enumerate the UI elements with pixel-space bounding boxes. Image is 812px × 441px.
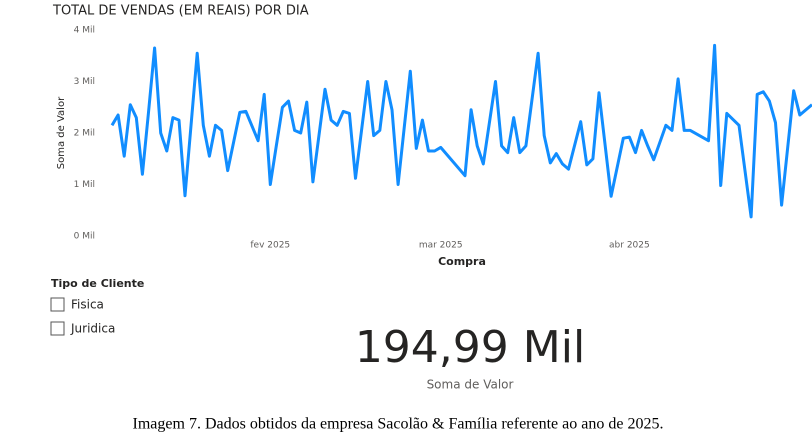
checkbox[interactable] xyxy=(50,297,65,312)
slicer-item[interactable]: Juridica xyxy=(70,322,115,336)
x-tick-label: fev 2025 xyxy=(250,241,290,251)
y-tick-label: 3 Mil xyxy=(74,77,95,87)
card-value: 194,99 Mil xyxy=(355,322,585,373)
y-tick-label: 2 Mil xyxy=(74,129,95,139)
chart-title: TOTAL DE VENDAS (EM REAIS) POR DIA xyxy=(52,4,309,19)
slicer-item[interactable]: Fisica xyxy=(71,298,104,312)
slicer-title: Tipo de Cliente xyxy=(51,277,144,290)
caption: Imagem 7. Dados obtidos da empresa Sacol… xyxy=(133,416,664,433)
checkbox[interactable] xyxy=(50,321,65,336)
y-tick-label: 1 Mil xyxy=(74,180,95,190)
y-tick-label: 0 Mil xyxy=(74,232,95,242)
line xyxy=(110,43,812,219)
y-axis-title: Soma de Valor xyxy=(56,96,67,169)
y-tick-label: 4 Mil xyxy=(74,26,95,36)
x-tick-label: mar 2025 xyxy=(419,241,463,251)
card-label: Soma de Valor xyxy=(427,378,514,392)
x-axis-title: Compra xyxy=(438,255,486,268)
x-tick-label: abr 2025 xyxy=(609,241,650,251)
